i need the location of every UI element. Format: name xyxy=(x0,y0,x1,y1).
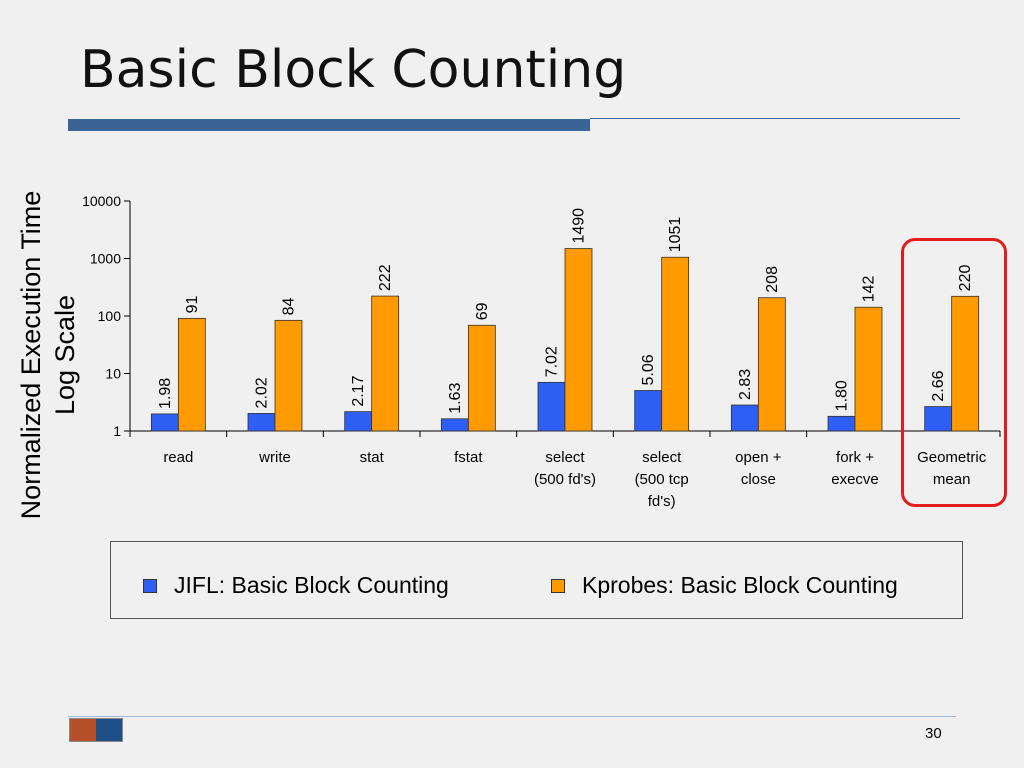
data-label-jifl: 7.02 xyxy=(544,346,561,377)
y-tick-label: 100 xyxy=(98,308,122,324)
bar-kprobes xyxy=(564,248,593,432)
title-underline-thin xyxy=(590,118,960,119)
bar-kprobes xyxy=(371,295,400,432)
slide-title: Basic Block Counting xyxy=(80,40,627,100)
chart-legend: JIFL: Basic Block Counting Kprobes: Basi… xyxy=(110,541,963,619)
bar-jifl xyxy=(150,413,179,432)
x-category-label: select xyxy=(545,449,585,466)
bar-kprobes xyxy=(467,324,496,432)
legend-label-jifl: JIFL: Basic Block Counting xyxy=(174,572,449,598)
x-category-label: Geometric xyxy=(917,449,987,466)
x-category-label: close xyxy=(741,471,776,488)
data-label-jifl: 2.17 xyxy=(350,375,367,406)
chart-data-labels: 1.98 91 2.02 84 2.17 222 1.63 69 7.02 1490 5.06 105… xyxy=(157,208,974,414)
y-axis-label-line: Normalized Execution Time xyxy=(16,191,46,520)
chart-bars xyxy=(150,248,980,432)
data-label-jifl: 1.80 xyxy=(834,380,851,411)
bar-jifl xyxy=(827,415,856,432)
y-tick-label: 10000 xyxy=(82,193,121,209)
data-label-jifl: 2.02 xyxy=(254,377,271,408)
x-category-label: fstat xyxy=(454,449,483,466)
bar-kprobes xyxy=(757,297,786,432)
data-label-kprobes: 1051 xyxy=(667,217,684,253)
x-category-label: execve xyxy=(831,471,879,488)
bar-kprobes xyxy=(661,256,690,432)
data-label-kprobes: 208 xyxy=(764,266,781,293)
chart-category-labels: read write stat fstat select (500 fd's) select… xyxy=(163,449,986,510)
page-number: 30 xyxy=(925,725,942,742)
bar-jifl xyxy=(730,404,759,432)
data-label-jifl: 1.98 xyxy=(157,378,174,409)
bar-jifl xyxy=(440,418,469,432)
x-category-label: stat xyxy=(360,449,385,466)
legend-swatch-kprobes xyxy=(551,578,565,593)
bar-jifl xyxy=(634,390,663,432)
bar-jifl xyxy=(247,413,276,432)
bar-kprobes xyxy=(177,317,206,432)
legend-swatch-jifl xyxy=(143,578,157,593)
data-label-jifl: 2.83 xyxy=(737,369,754,400)
data-label-kprobes: 69 xyxy=(474,302,491,320)
title-underline xyxy=(68,119,590,131)
x-category-label: fork + xyxy=(836,449,874,466)
x-category-label: write xyxy=(258,449,291,466)
data-label-jifl: 5.06 xyxy=(640,354,657,385)
bar-jifl xyxy=(537,381,566,432)
data-label-jifl: 1.63 xyxy=(447,383,464,414)
x-category-label: open + xyxy=(735,449,782,466)
data-label-kprobes: 91 xyxy=(184,295,201,313)
legend-item-jifl: JIFL: Basic Block Counting xyxy=(143,572,449,599)
data-label-kprobes: 84 xyxy=(281,297,298,315)
y-tick-label: 1000 xyxy=(90,251,121,267)
bar-jifl xyxy=(344,411,373,432)
data-label-jifl: 2.66 xyxy=(930,370,947,401)
geometric-mean-highlight xyxy=(901,238,1007,507)
bar-kprobes xyxy=(274,319,303,432)
x-category-label: select xyxy=(642,449,682,466)
x-category-label: read xyxy=(163,449,193,466)
data-label-kprobes: 142 xyxy=(861,275,878,302)
data-label-kprobes: 1490 xyxy=(571,208,588,244)
y-axis-label-line: Log Scale xyxy=(50,295,80,415)
legend-item-kprobes: Kprobes: Basic Block Counting xyxy=(551,572,898,599)
y-tick-label: 10 xyxy=(105,366,121,382)
bar-kprobes xyxy=(951,295,980,432)
chart-y-axis-label: Normalized Execution Time Log Scale xyxy=(16,191,80,520)
legend-label-kprobes: Kprobes: Basic Block Counting xyxy=(582,572,898,598)
uoft-logo xyxy=(69,718,123,742)
x-category-label: mean xyxy=(933,471,971,488)
data-label-kprobes: 220 xyxy=(957,265,974,292)
footer-divider xyxy=(68,716,956,717)
x-category-label: (500 tcp xyxy=(635,471,689,488)
bar-kprobes xyxy=(854,306,883,432)
data-label-kprobes: 222 xyxy=(377,264,394,291)
y-tick-label: 1 xyxy=(113,423,121,439)
x-category-label: fd's) xyxy=(648,493,676,510)
x-category-label: (500 fd's) xyxy=(534,471,596,488)
